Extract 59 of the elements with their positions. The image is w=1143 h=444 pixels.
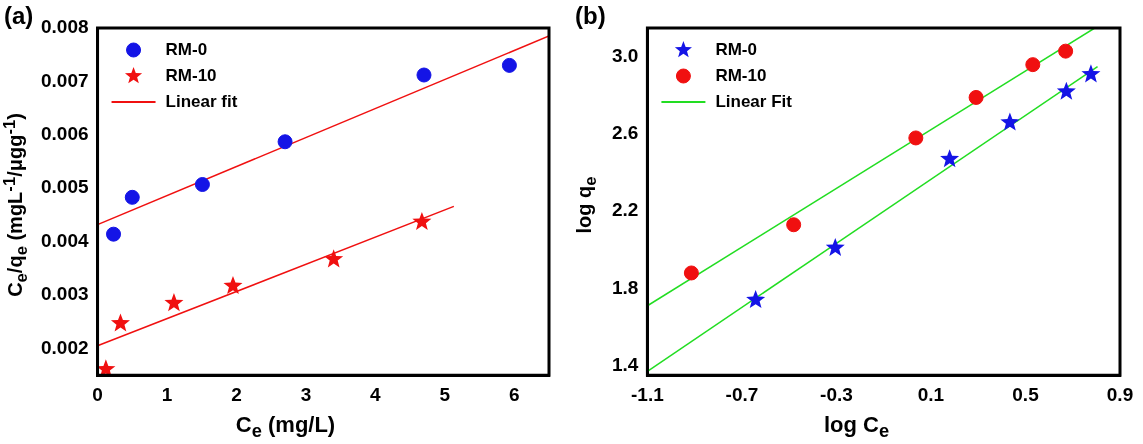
point xyxy=(908,130,924,146)
y-tick-label: 0.007 xyxy=(41,69,89,91)
x-tick-label: 0.5 xyxy=(1012,383,1040,405)
x-tick-label: -0.7 xyxy=(725,383,759,405)
x-tick-label: -1.1 xyxy=(631,383,665,405)
x-tick-label: 4 xyxy=(370,383,382,405)
legend-label: RM-10 xyxy=(165,65,217,85)
point xyxy=(324,249,344,268)
x-axis-title: log C$_{e}$ xyxy=(822,411,891,442)
x-tick-label: 0 xyxy=(92,383,103,405)
legend-label: Linear fit xyxy=(165,91,238,111)
y-tick-label: 2.2 xyxy=(611,199,639,221)
point xyxy=(106,226,122,242)
point xyxy=(223,276,243,295)
y-tick-label: 0.002 xyxy=(41,336,89,358)
point xyxy=(412,211,432,230)
legend-label: RM-0 xyxy=(715,39,757,59)
x-tick-label: 1 xyxy=(161,383,173,405)
x-tick-label: 3 xyxy=(300,383,312,405)
y-tick-label: 0.006 xyxy=(41,123,89,145)
x-tick-label: 6 xyxy=(508,383,520,405)
y-tick-label: 0.008 xyxy=(41,16,89,38)
y-tick-label: 0.003 xyxy=(41,283,89,305)
y-tick-label: 2.6 xyxy=(611,122,639,144)
chart-title: (a) xyxy=(4,2,34,30)
point xyxy=(1056,81,1076,100)
point xyxy=(501,57,517,73)
x-tick-label: -0.3 xyxy=(820,383,853,405)
point xyxy=(683,265,699,281)
point xyxy=(277,134,293,150)
legend-label: RM-0 xyxy=(165,39,208,59)
point xyxy=(416,67,432,83)
point xyxy=(1081,64,1101,83)
point xyxy=(1000,112,1020,131)
y-tick-label: 0.004 xyxy=(41,229,89,251)
y-tick-label: 1.8 xyxy=(611,276,639,298)
point xyxy=(164,293,184,312)
x-tick-label: 5 xyxy=(439,383,451,405)
point xyxy=(940,149,960,168)
point xyxy=(825,237,845,256)
point xyxy=(194,177,210,193)
legend-label: RM-10 xyxy=(715,65,767,85)
point xyxy=(1025,57,1041,73)
chart-title: (b) xyxy=(575,2,606,30)
x-axis-title: C$_{e}$ (mg/L) xyxy=(234,411,337,442)
x-tick-label: 0.9 xyxy=(1106,383,1134,405)
y-tick-label: 3.0 xyxy=(611,45,639,67)
point xyxy=(1058,43,1074,59)
legend-label: Linear Fit xyxy=(715,91,793,111)
point xyxy=(968,89,984,105)
x-tick-label: 2 xyxy=(231,383,242,405)
point xyxy=(124,189,140,205)
x-tick-label: 0.1 xyxy=(917,383,945,405)
y-tick-label: 0.005 xyxy=(41,176,89,198)
y-tick-label: 1.4 xyxy=(611,353,639,375)
point xyxy=(110,313,130,332)
point xyxy=(786,217,802,233)
point xyxy=(97,359,116,376)
point xyxy=(746,289,766,309)
